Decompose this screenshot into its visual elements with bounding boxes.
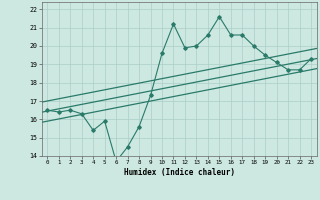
X-axis label: Humidex (Indice chaleur): Humidex (Indice chaleur) [124,168,235,177]
